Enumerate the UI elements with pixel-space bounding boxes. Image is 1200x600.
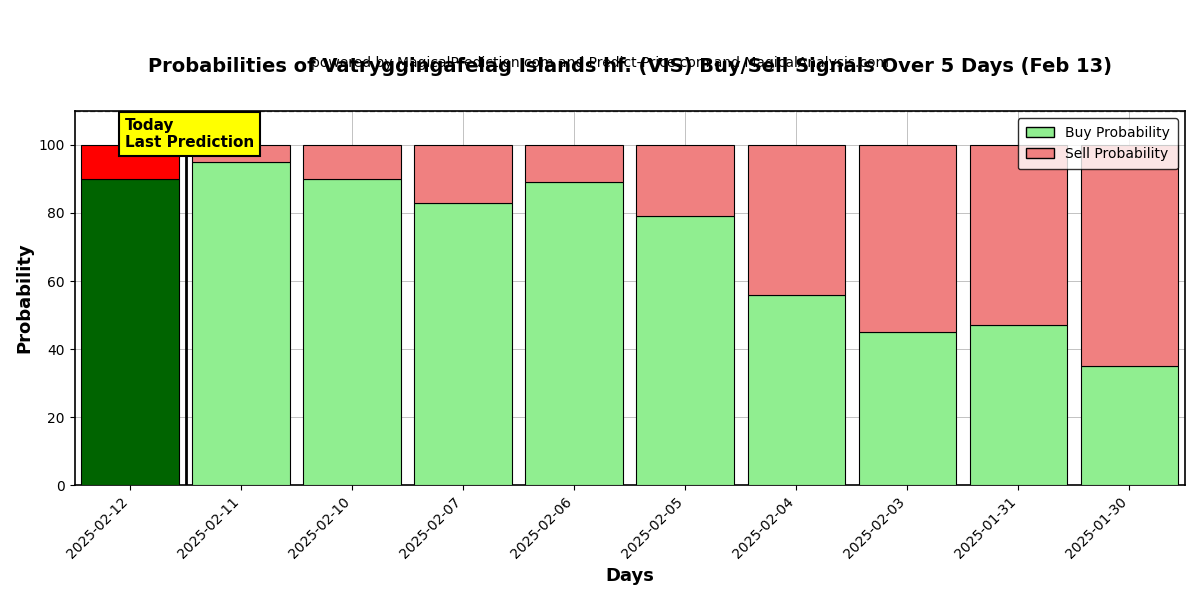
Bar bbox=[748, 295, 845, 485]
Bar bbox=[970, 145, 1067, 325]
Text: powered by MagicalPrediction.com and Predict-Price.com and MagicalAnalysis.com: powered by MagicalPrediction.com and Pre… bbox=[311, 56, 889, 70]
Bar bbox=[636, 217, 734, 485]
Y-axis label: Probability: Probability bbox=[16, 242, 34, 353]
Bar bbox=[304, 145, 401, 179]
Bar bbox=[82, 179, 179, 485]
Bar bbox=[636, 145, 734, 217]
Legend: Buy Probability, Sell Probability: Buy Probability, Sell Probability bbox=[1018, 118, 1178, 169]
Bar bbox=[304, 179, 401, 485]
Bar bbox=[192, 145, 290, 162]
Bar bbox=[82, 145, 179, 179]
Bar bbox=[414, 203, 512, 485]
Bar bbox=[1081, 366, 1178, 485]
Bar bbox=[858, 145, 956, 332]
Bar bbox=[192, 162, 290, 485]
Bar bbox=[414, 145, 512, 203]
Bar bbox=[970, 325, 1067, 485]
Bar bbox=[858, 332, 956, 485]
Bar bbox=[1081, 145, 1178, 366]
Bar bbox=[526, 145, 623, 182]
X-axis label: Days: Days bbox=[605, 567, 654, 585]
Text: Today
Last Prediction: Today Last Prediction bbox=[125, 118, 254, 150]
Bar bbox=[748, 145, 845, 295]
Title: Probabilities of Vatryggingafelag Islands hf. (VIS) Buy/Sell Signals Over 5 Days: Probabilities of Vatryggingafelag Island… bbox=[148, 57, 1112, 76]
Bar bbox=[526, 182, 623, 485]
